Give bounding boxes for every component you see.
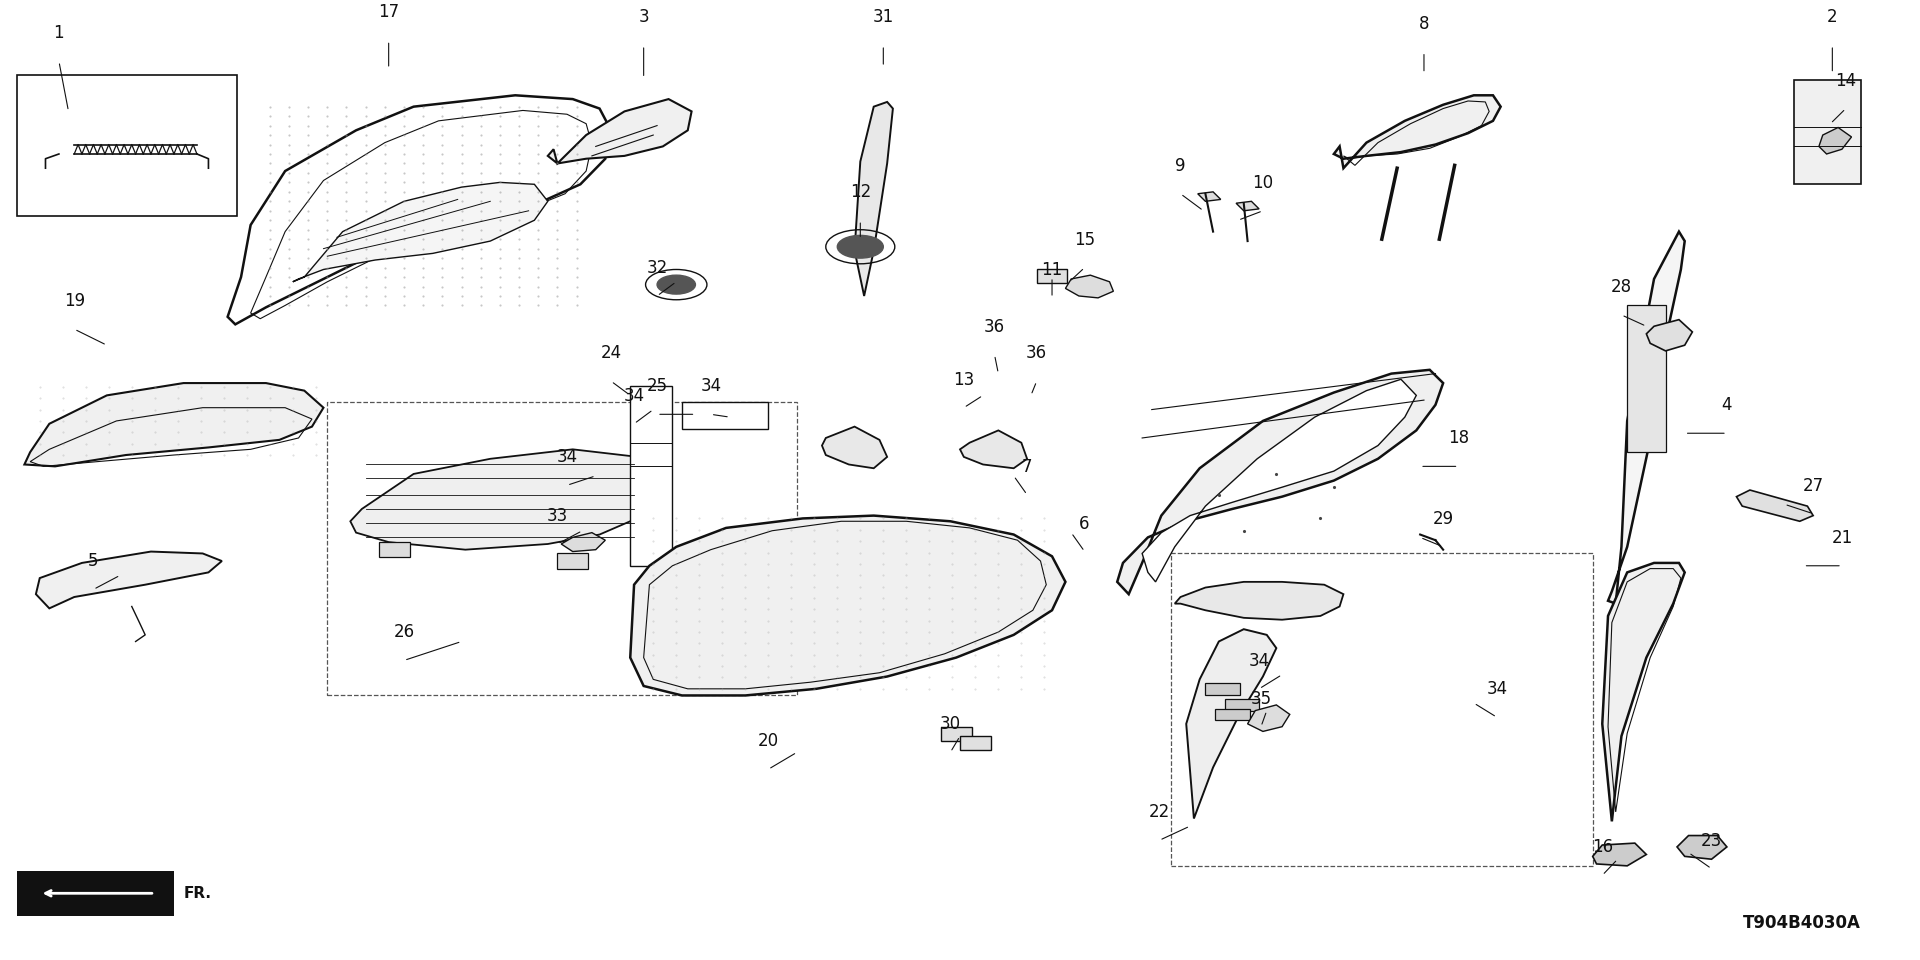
Text: 35: 35 bbox=[1250, 689, 1271, 708]
Circle shape bbox=[837, 235, 883, 258]
Polygon shape bbox=[1175, 582, 1344, 620]
Text: 10: 10 bbox=[1252, 174, 1273, 192]
Text: 13: 13 bbox=[952, 371, 975, 389]
Polygon shape bbox=[630, 516, 1066, 695]
Bar bbox=[17, 871, 175, 916]
Text: 2: 2 bbox=[1828, 9, 1837, 26]
Text: 25: 25 bbox=[647, 377, 668, 396]
Polygon shape bbox=[547, 99, 691, 163]
Text: 8: 8 bbox=[1419, 14, 1428, 33]
Text: 23: 23 bbox=[1701, 831, 1722, 850]
Text: 28: 28 bbox=[1611, 278, 1632, 296]
Bar bbox=[634, 468, 664, 484]
Polygon shape bbox=[1676, 835, 1726, 859]
Text: T904B4030A: T904B4030A bbox=[1743, 914, 1860, 932]
Text: 34: 34 bbox=[701, 377, 722, 396]
Text: 24: 24 bbox=[601, 345, 622, 362]
Polygon shape bbox=[1142, 379, 1417, 582]
Text: FR.: FR. bbox=[184, 886, 211, 900]
Polygon shape bbox=[1603, 563, 1684, 822]
Polygon shape bbox=[1609, 231, 1684, 604]
Text: 16: 16 bbox=[1592, 838, 1613, 856]
Polygon shape bbox=[1818, 128, 1851, 154]
Text: 3: 3 bbox=[637, 9, 649, 26]
Bar bbox=[557, 554, 588, 568]
Text: 36: 36 bbox=[1025, 345, 1046, 362]
Bar bbox=[941, 727, 972, 741]
Text: 27: 27 bbox=[1803, 477, 1824, 494]
Text: 29: 29 bbox=[1432, 510, 1453, 528]
Text: 32: 32 bbox=[647, 259, 668, 277]
Polygon shape bbox=[1236, 202, 1260, 211]
Polygon shape bbox=[1117, 370, 1444, 594]
Text: 36: 36 bbox=[983, 318, 1004, 336]
Polygon shape bbox=[349, 449, 653, 550]
Text: 5: 5 bbox=[88, 553, 98, 570]
Polygon shape bbox=[1594, 843, 1645, 866]
Text: 33: 33 bbox=[547, 507, 568, 525]
Text: 30: 30 bbox=[941, 715, 962, 733]
Polygon shape bbox=[1066, 276, 1114, 298]
Polygon shape bbox=[25, 383, 323, 467]
Polygon shape bbox=[960, 430, 1027, 468]
Circle shape bbox=[657, 276, 695, 294]
Bar bbox=[682, 402, 768, 428]
Bar bbox=[630, 386, 672, 565]
Text: 6: 6 bbox=[1079, 515, 1091, 533]
Bar bbox=[1215, 708, 1250, 720]
Text: 14: 14 bbox=[1836, 72, 1857, 89]
Polygon shape bbox=[1187, 629, 1277, 819]
Text: 4: 4 bbox=[1722, 396, 1732, 415]
Polygon shape bbox=[1334, 95, 1501, 168]
Bar bbox=[17, 76, 238, 215]
Text: 21: 21 bbox=[1832, 529, 1853, 547]
Bar bbox=[326, 402, 797, 695]
Text: 18: 18 bbox=[1448, 429, 1469, 447]
Bar bbox=[378, 542, 409, 557]
Bar bbox=[1171, 554, 1594, 866]
Polygon shape bbox=[854, 102, 893, 296]
Text: 34: 34 bbox=[1486, 681, 1507, 698]
Bar bbox=[1206, 684, 1240, 694]
Bar bbox=[1626, 305, 1665, 452]
Bar bbox=[1037, 269, 1068, 283]
Polygon shape bbox=[1645, 320, 1692, 351]
Bar bbox=[960, 736, 991, 751]
Text: 12: 12 bbox=[851, 183, 872, 202]
Text: 20: 20 bbox=[758, 732, 780, 751]
Text: 11: 11 bbox=[1041, 261, 1062, 279]
Text: 15: 15 bbox=[1073, 230, 1094, 249]
Text: 34: 34 bbox=[557, 448, 578, 467]
Text: 22: 22 bbox=[1148, 804, 1169, 822]
Polygon shape bbox=[228, 95, 611, 324]
Text: 17: 17 bbox=[378, 4, 399, 21]
Polygon shape bbox=[561, 533, 605, 552]
Polygon shape bbox=[294, 182, 547, 282]
Polygon shape bbox=[1736, 490, 1812, 521]
Text: 26: 26 bbox=[394, 623, 415, 641]
Text: 19: 19 bbox=[63, 292, 84, 310]
Text: 7: 7 bbox=[1021, 458, 1033, 476]
Bar bbox=[1793, 80, 1860, 184]
Text: 34: 34 bbox=[1248, 652, 1269, 670]
Bar bbox=[1225, 699, 1260, 710]
Polygon shape bbox=[36, 552, 223, 609]
Text: 34: 34 bbox=[624, 387, 645, 405]
Text: 31: 31 bbox=[874, 9, 895, 26]
Polygon shape bbox=[1248, 705, 1290, 732]
Polygon shape bbox=[1198, 192, 1221, 202]
Polygon shape bbox=[822, 426, 887, 468]
Text: 9: 9 bbox=[1175, 156, 1187, 175]
Text: 1: 1 bbox=[54, 24, 63, 42]
